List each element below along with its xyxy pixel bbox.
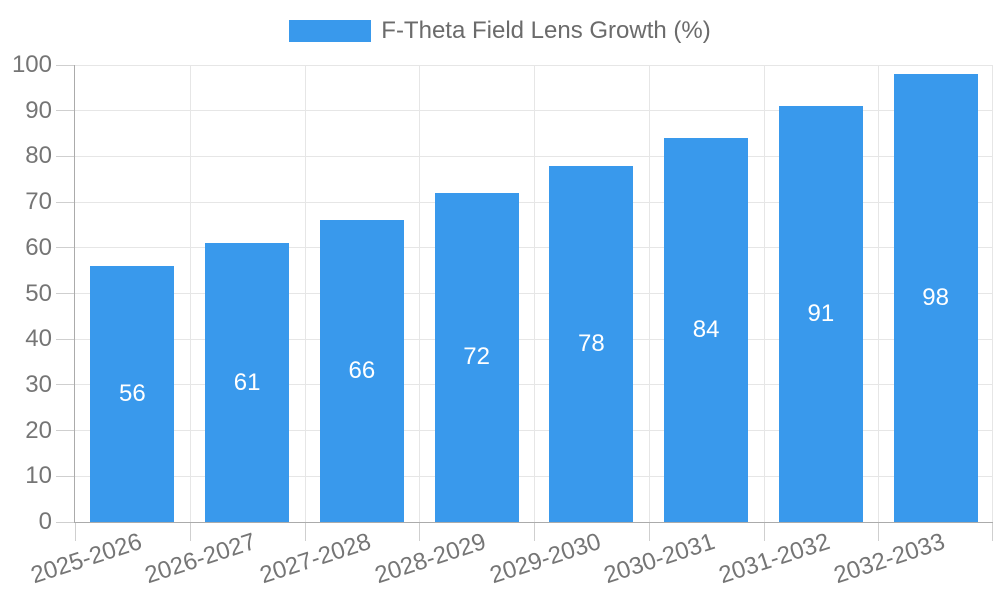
bar-value-label: 66 — [348, 357, 376, 385]
bar-2026-2027[interactable]: 61 — [205, 243, 290, 522]
bar-value-label: 98 — [922, 284, 949, 312]
bar-2031-2032[interactable]: 91 — [778, 106, 863, 522]
y-tick-label: 20 — [25, 416, 52, 444]
x-tick-mark — [992, 523, 993, 541]
x-tick-label: 2025-2026 — [27, 528, 145, 590]
y-tick-label: 50 — [25, 279, 52, 307]
x-gridline — [189, 65, 191, 522]
bar-2029-2030[interactable]: 78 — [549, 165, 634, 522]
bar-2032-2033[interactable]: 98 — [893, 74, 978, 522]
legend-label: F-Theta Field Lens Growth (%) — [381, 17, 711, 44]
x-tick-mark — [189, 523, 191, 541]
bar-2030-2031[interactable]: 84 — [664, 138, 749, 522]
y-tick-mark — [56, 155, 74, 157]
y-tick-mark — [56, 521, 74, 523]
legend: F-Theta Field Lens Growth (%) — [0, 17, 1000, 45]
legend-item[interactable]: F-Theta Field Lens Growth (%) — [289, 17, 711, 45]
y-tick-mark — [56, 293, 74, 294]
x-tick-mark — [304, 523, 306, 541]
x-tick-label: 2029-2030 — [486, 528, 604, 590]
x-tick-mark — [648, 523, 650, 541]
y-tick-label: 90 — [25, 96, 52, 124]
y-tick-label: 30 — [25, 370, 52, 398]
y-tick-label: 100 — [11, 51, 52, 78]
y-tick-mark — [56, 110, 74, 112]
x-gridline — [419, 65, 421, 522]
x-tick-label: 2030-2031 — [600, 528, 719, 590]
x-gridline — [648, 65, 650, 522]
x-tick-mark — [419, 523, 421, 541]
y-tick-label: 10 — [25, 462, 52, 490]
y-tick-mark — [56, 201, 74, 203]
x-gridline — [878, 65, 880, 522]
y-tick-label: 0 — [38, 508, 52, 535]
plot-area: 0 10 20 30 40 50 60 70 80 90 100 56 2025-2026 61 2026-… — [12, 51, 993, 589]
legend-swatch — [289, 20, 372, 42]
y-tick-label: 80 — [25, 142, 52, 170]
y-tick-label: 70 — [25, 188, 52, 216]
y-tick-mark — [56, 475, 74, 477]
y-tick-mark — [56, 247, 74, 249]
bar-value-label: 61 — [233, 368, 261, 396]
x-tick-label: 2026-2027 — [141, 528, 260, 590]
y-tick-label: 60 — [25, 233, 52, 261]
x-tick-label: 2032-2033 — [830, 528, 948, 590]
bar-value-label: 91 — [807, 300, 835, 328]
x-tick-mark — [75, 523, 76, 541]
y-tick-mark — [56, 430, 74, 432]
x-tick-mark — [763, 523, 765, 541]
y-tick-mark — [56, 384, 74, 386]
x-gridline — [304, 65, 306, 522]
x-gridline — [763, 65, 765, 522]
x-tick-mark — [878, 523, 880, 541]
bar-2027-2028[interactable]: 66 — [319, 220, 404, 522]
y-tick-mark — [56, 64, 74, 66]
bar-2025-2026[interactable]: 56 — [90, 266, 175, 522]
x-tick-label: 2027-2028 — [256, 528, 375, 590]
bar-value-label: 84 — [692, 316, 720, 344]
bar-value-label: 78 — [578, 329, 605, 357]
bar-value-label: 56 — [119, 380, 146, 408]
bar-value-label: 72 — [463, 343, 490, 371]
x-gridline — [992, 65, 993, 522]
x-tick-mark — [534, 523, 535, 541]
bar-2028-2029[interactable]: 72 — [434, 192, 519, 522]
y-tick-mark — [56, 338, 74, 340]
y-tick-label: 40 — [25, 325, 52, 353]
x-tick-label: 2031-2032 — [715, 528, 834, 590]
x-gridline — [534, 65, 535, 522]
x-tick-label: 2028-2029 — [371, 528, 489, 590]
